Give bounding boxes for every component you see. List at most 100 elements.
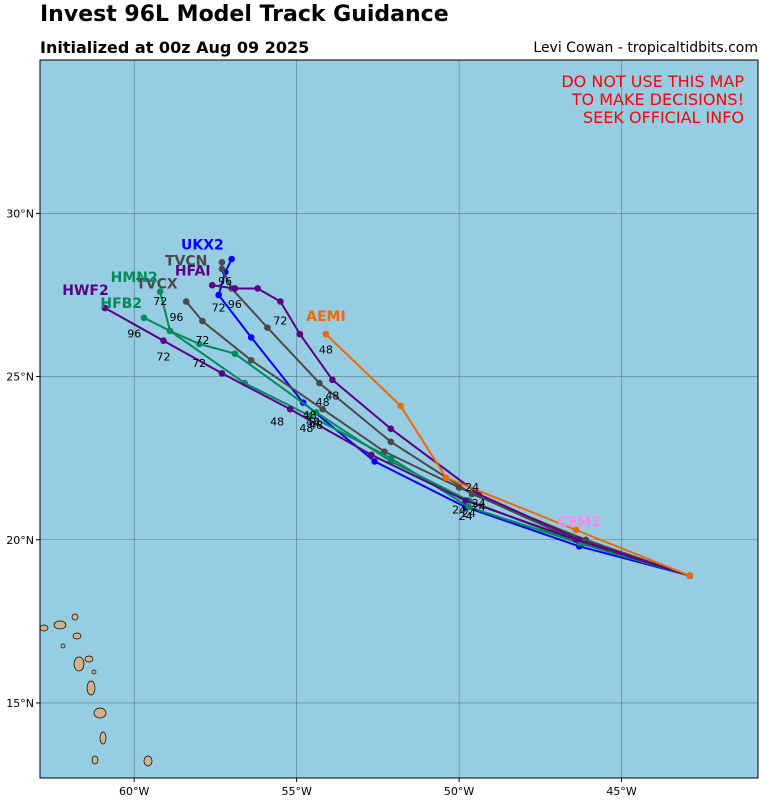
island-shape [72,632,82,640]
track-point-hfb2 [465,503,473,511]
forecast-hour-label: 48 [325,389,339,402]
model-name-hfb2: HFB2 [100,296,142,312]
forecast-hour-label: 72 [192,357,206,370]
model-name-tvcn: TVCN [165,254,207,270]
track-point-tvcx [182,298,190,305]
track-point-aemi [397,402,404,410]
island-shape [86,680,96,696]
forecast-hour-label: 96 [169,311,183,324]
forecast-hour-label: 96 [218,275,232,288]
track-point-hfai [329,376,336,384]
model-name-hwf2: HWF2 [62,283,108,299]
lat-tick-label: 30°N [6,207,34,220]
forecast-hour-label: 48 [309,419,323,432]
model-name-ukx2: UKX2 [181,237,224,253]
island-shape [71,613,79,621]
island-shape [40,624,49,632]
forecast-hour-label: 24 [459,510,473,523]
ocean-background [40,60,758,778]
track-point-hfai [254,285,261,292]
track-point-tvcn [264,324,271,331]
forecast-hour-label: 24 [472,500,486,513]
track-point-hfb2 [140,314,148,322]
track-point-hwf2 [368,451,375,459]
island-shape [99,731,107,745]
lon-tick-label: 50°W [444,785,474,798]
track-labels: 24487296UKX22448TVCN24487296HFAI24487296… [62,237,601,530]
track-point-tvcn [218,259,226,266]
track-point-hmn2 [231,350,239,358]
track-point-hfb2 [387,454,395,462]
track-point-hwf2 [286,405,294,413]
lat-lon-grid [40,60,758,778]
track-point-aemi [322,330,330,338]
track-point-tvcx [455,484,463,491]
track-point-hwf2 [572,536,580,544]
track-point-hwf2 [101,304,109,312]
track-point-hfai [231,285,239,292]
model-tracks [101,255,694,579]
lon-tick-label: 55°W [281,785,311,798]
forecast-hour-label: 48 [270,416,284,429]
island-shape [53,620,67,630]
island-shape [91,669,97,675]
warning-line: TO MAKE DECISIONS! [571,90,744,109]
model-name-hfai: HFAI [175,263,211,279]
track-point-tvcn [387,438,395,446]
island-shape [84,655,94,663]
forecast-hour-label: 24 [452,504,466,517]
track-point-hmn2 [312,409,320,416]
axis-ticks: 15°N 20°N 25°N 30°N 60°W 55°W 50°W 45°W [6,207,637,798]
track-point-tvcx [199,317,206,325]
track-point-hfai [387,425,395,433]
track-point-ukx2 [228,255,235,263]
track-point-hmn2 [156,288,164,296]
lat-tick-label: 25°N [6,371,34,384]
forecast-hour-label: 72 [153,295,167,308]
forecast-hour-label: 96 [127,327,141,340]
track-point-hwf2 [462,497,469,504]
track-line-hfb2 [143,316,691,577]
track-point-hwf2 [160,337,167,344]
island-shape [143,755,153,767]
map-frame [39,59,759,779]
track-point-tvcx [319,405,326,413]
island-shape [60,643,66,649]
track-point-tvcn [316,379,323,387]
track-point-ukx2 [371,458,378,465]
lon-tick-label: 60°W [119,785,149,798]
forecast-hour-label: 72 [273,314,287,327]
forecast-hour-label: 48 [316,396,330,409]
track-line-hwf2 [104,307,691,577]
model-name-hmn2: HMN2 [111,270,158,286]
caribbean-islands [40,613,153,767]
forecast-hour-label: 48 [299,422,313,435]
forecast-hour-label: 48 [303,409,317,422]
model-name-tvcx: TVCX [136,276,178,292]
forecast-hour-label: 96 [228,298,242,311]
track-point-ukx2 [215,291,222,299]
track-point-hfb2 [166,327,174,335]
forecast-hour-label: 72 [156,350,170,363]
island-shape [73,656,85,672]
warning-line: DO NOT USE THIS MAP [561,72,744,91]
track-point-hfai [208,281,216,289]
forecast-hour-label: 24 [462,507,476,520]
track-point-hwf2 [218,370,226,377]
forecast-hour-label: 24 [465,481,479,494]
credit-text: Levi Cowan - tropicaltidbits.com [533,40,758,56]
track-point-tvcx [247,356,255,364]
track-point-hmn2 [195,340,203,348]
track-point-hfb2 [306,412,313,420]
track-point-ukx2 [247,334,255,341]
track-point-aemi [572,526,580,534]
model-name-cem2: CEM2 [558,515,602,531]
island-shape [93,707,107,719]
forecast-hour-label: 72 [195,334,209,347]
forecast-hour-label: 48 [306,416,320,429]
track-point-hfai [277,298,284,305]
lat-tick-label: 15°N [6,697,34,710]
lat-tick-label: 20°N [6,534,34,547]
